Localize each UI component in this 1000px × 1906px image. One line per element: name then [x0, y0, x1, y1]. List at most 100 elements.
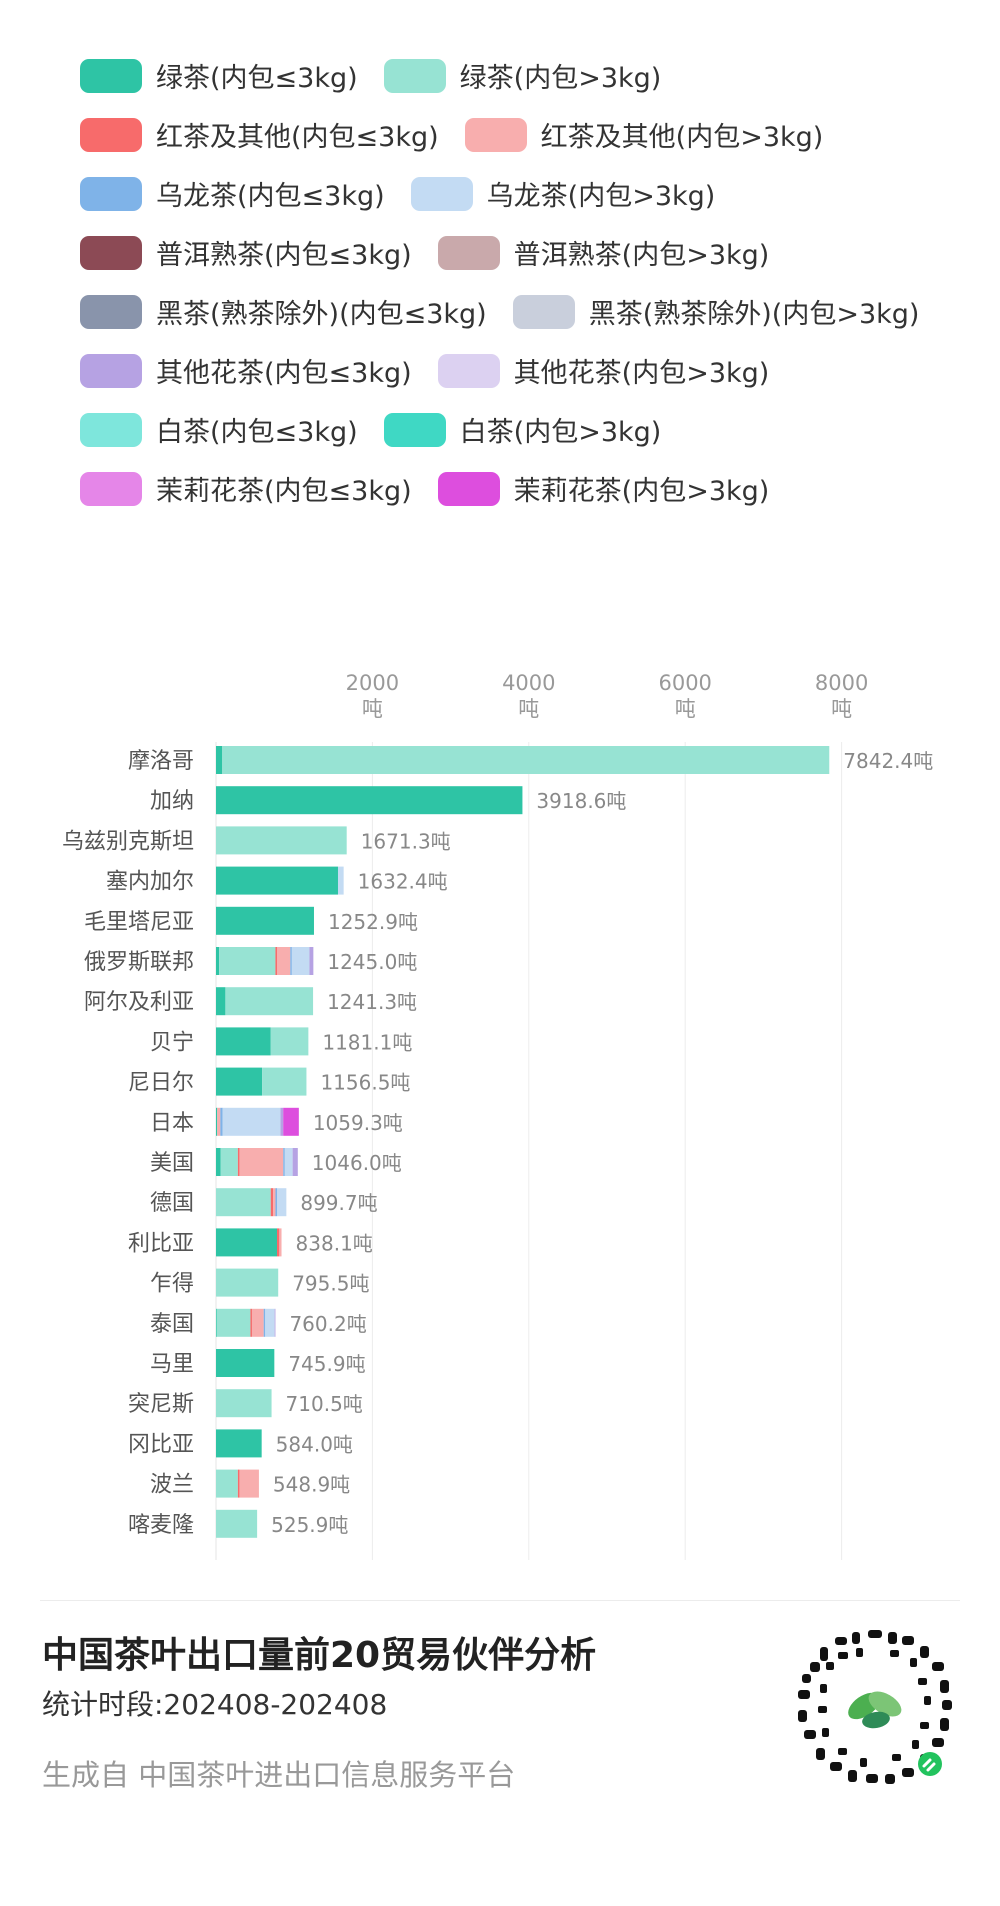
value-label: 3918.6吨: [536, 789, 626, 813]
value-label: 760.2吨: [289, 1312, 366, 1336]
legend-row: 茉莉花茶(内包≤3kg) 茉莉花茶(内包>3kg): [80, 459, 980, 518]
legend-item[interactable]: 黑茶(熟茶除外)(内包≤3kg): [80, 292, 487, 331]
legend-row: 其他花茶(内包≤3kg) 其他花茶(内包>3kg): [80, 341, 980, 400]
category-label: 马里: [150, 1352, 194, 1377]
legend-row: 普洱熟茶(内包≤3kg) 普洱熟茶(内包>3kg): [80, 223, 980, 282]
category-label: 乌兹别克斯坦: [62, 829, 194, 854]
value-label: 710.5吨: [286, 1392, 363, 1416]
value-label: 1632.4吨: [358, 870, 448, 894]
tea-leaf-logo-icon: [848, 1691, 902, 1729]
bar-segment: [276, 1228, 280, 1257]
legend-swatch: [410, 176, 473, 211]
legend-item[interactable]: 其他花茶(内包≤3kg): [80, 351, 412, 390]
mini-program-qr-code[interactable]: [790, 1622, 960, 1792]
link-badge-icon: [918, 1752, 942, 1776]
bar-segment: [251, 1308, 264, 1337]
category-label: 摩洛哥: [128, 749, 194, 774]
footer-divider: [40, 1600, 960, 1601]
legend-swatch: [80, 176, 142, 211]
legend-swatch: [383, 58, 446, 93]
legend-label: 其他花茶(内包≤3kg): [156, 358, 412, 389]
legend-label: 普洱熟茶(内包≤3kg): [156, 240, 412, 271]
chart-legend: 绿茶(内包≤3kg) 绿茶(内包>3kg) 红茶及其他(内包≤3kg) 红茶及其他(内…: [80, 46, 980, 518]
bar-segment: [220, 1107, 223, 1136]
legend-item[interactable]: 黑茶(熟茶除外)(内包>3kg): [512, 292, 920, 331]
legend-item[interactable]: 乌龙茶(内包≤3kg): [80, 174, 385, 213]
bar-segment: [216, 1469, 238, 1498]
bar-segment: [222, 746, 830, 774]
legend-swatch: [464, 117, 527, 152]
bar-segment: [216, 1027, 271, 1056]
legend-swatch: [80, 471, 142, 506]
bar-segment: [275, 1188, 277, 1217]
legend-label: 黑茶(熟茶除外)(内包>3kg): [588, 299, 920, 330]
bar-segment: [239, 1148, 284, 1176]
bar-segment: [216, 1067, 263, 1096]
value-label: 1241.3吨: [327, 990, 417, 1014]
value-label: 525.9吨: [271, 1513, 348, 1537]
category-label: 毛里塔尼亚: [84, 910, 194, 935]
legend-item[interactable]: 茉莉花茶(内包>3kg): [437, 469, 770, 508]
value-label: 795.5吨: [292, 1272, 369, 1296]
bar-segment: [216, 1268, 279, 1297]
bar-segment: [250, 1308, 252, 1337]
bar-segment: [270, 1188, 274, 1217]
legend-label: 乌龙茶(内包≤3kg): [156, 181, 385, 212]
category-label: 加纳: [150, 789, 194, 814]
x-tick-label: 2000: [346, 671, 399, 695]
bar-segment: [263, 1308, 266, 1337]
bar-segment: [280, 1107, 284, 1136]
legend-item[interactable]: 绿茶(内包>3kg): [383, 56, 661, 95]
qr-dots: [798, 1630, 952, 1784]
legend-item[interactable]: 白茶(内包≤3kg): [80, 410, 358, 449]
bar-segment: [216, 1389, 272, 1418]
category-label: 波兰: [150, 1473, 194, 1498]
legend-label: 红茶及其他(内包>3kg): [540, 122, 824, 153]
bar-segment: [283, 1107, 299, 1136]
bar-segment: [290, 947, 292, 975]
legend-item[interactable]: 绿茶(内包≤3kg): [80, 56, 358, 95]
value-label: 1252.9吨: [328, 910, 418, 934]
legend-swatch: [80, 412, 142, 447]
legend-item[interactable]: 乌龙茶(内包>3kg): [410, 174, 715, 213]
bar-segment: [219, 947, 276, 975]
bar-segment: [216, 1429, 262, 1458]
legend-label: 茉莉花茶(内包≤3kg): [156, 476, 412, 507]
category-label: 冈比亚: [128, 1432, 194, 1457]
x-tick-label: 8000: [815, 671, 868, 695]
bar-segment: [216, 826, 347, 855]
legend-label: 白茶(内包>3kg): [459, 417, 662, 448]
value-label: 7842.4吨: [843, 749, 933, 773]
x-tick-label: 6000: [658, 671, 711, 695]
legend-item[interactable]: 茉莉花茶(内包≤3kg): [80, 469, 412, 508]
bar-segment: [216, 1308, 251, 1337]
value-label: 899.7吨: [300, 1191, 377, 1215]
legend-item[interactable]: 红茶及其他(内包>3kg): [464, 115, 824, 154]
category-label: 泰国: [150, 1312, 194, 1337]
legend-item[interactable]: 白茶(内包>3kg): [383, 410, 662, 449]
legend-swatch: [80, 117, 142, 152]
legend-label: 茉莉花茶(内包>3kg): [513, 476, 770, 507]
category-label: 美国: [150, 1151, 194, 1176]
bar-segment: [292, 1148, 298, 1176]
bar-segment: [237, 1469, 240, 1498]
legend-item[interactable]: 普洱熟茶(内包≤3kg): [80, 233, 412, 272]
bar-segment: [239, 1469, 259, 1498]
legend-item[interactable]: 红茶及其他(内包≤3kg): [80, 115, 439, 154]
bar-segment: [216, 947, 220, 975]
bar-segment: [270, 1027, 309, 1056]
legend-label: 黑茶(熟茶除外)(内包≤3kg): [156, 299, 487, 330]
legend-item[interactable]: 其他花茶(内包>3kg): [437, 351, 769, 390]
legend-row: 红茶及其他(内包≤3kg) 红茶及其他(内包>3kg): [80, 105, 980, 164]
x-tick-unit: 吨: [362, 697, 383, 721]
bar-segment: [337, 866, 344, 895]
legend-item[interactable]: 普洱熟茶(内包>3kg): [437, 233, 769, 272]
legend-label: 白茶(内包≤3kg): [156, 417, 358, 448]
value-label: 1059.3吨: [313, 1111, 403, 1135]
value-label: 838.1吨: [296, 1231, 373, 1255]
category-label: 德国: [150, 1191, 194, 1216]
bar-segment: [262, 1067, 307, 1096]
bar-segment: [309, 947, 314, 975]
bar-segment: [283, 1148, 285, 1176]
